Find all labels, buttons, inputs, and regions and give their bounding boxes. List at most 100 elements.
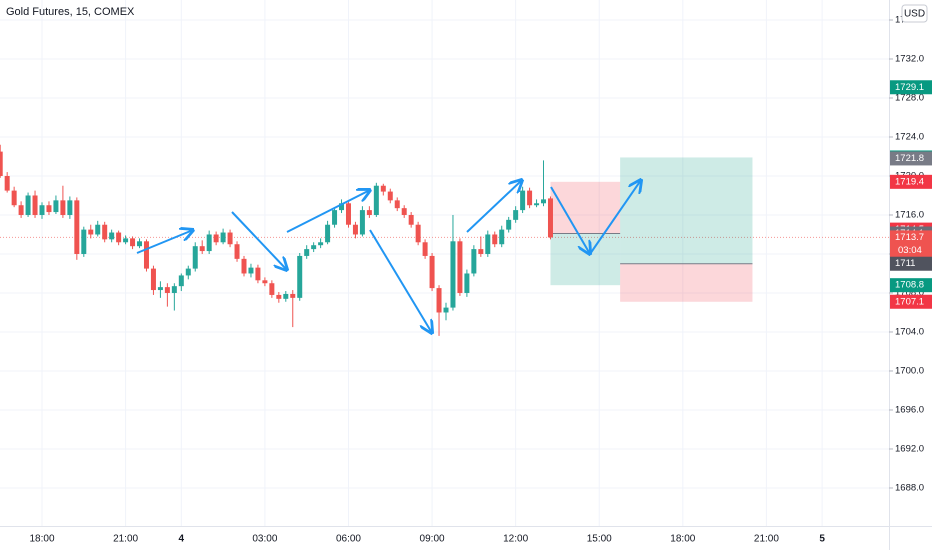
candle-body [457,241,463,293]
candle-body [116,232,122,243]
candle-body [366,210,372,215]
price-label-box [890,80,932,95]
x-tick-label: 15:00 [587,534,612,545]
candle-body [394,200,400,209]
grid [0,0,889,526]
candle-body [478,249,484,254]
candle-body [520,190,526,211]
x-tick-label: 21:00 [754,534,779,545]
candle-body [39,205,45,215]
candle-body [4,175,10,191]
x-tick-label: 4 [179,534,185,545]
candle-body [157,287,163,291]
candle-body [304,249,310,256]
candle-body [248,267,254,274]
arrow [286,190,370,233]
y-tick-label: 1696.0 [895,404,924,415]
candle-body [102,224,108,240]
y-tick-label: 1700.0 [895,365,924,376]
countdown: 03:04 [898,245,922,256]
x-tick-label: 18:00 [670,534,695,545]
candle-body [325,224,331,243]
price-label: 1721.8 [895,153,924,164]
candle-body [499,229,505,245]
candle-body [387,191,393,201]
candle-body [53,200,59,213]
candle-body [464,273,470,293]
x-tick-label: 09:00 [420,534,445,545]
candle-body [436,288,442,313]
candle-body [513,210,519,220]
candle-body [527,190,533,206]
candle-body [332,210,338,225]
y-tick-label: 1724.0 [895,131,924,142]
candle-body [74,200,80,254]
candle-body [171,286,177,293]
candle-body [130,238,136,247]
candle-body [401,208,407,215]
price-label: 1708.8 [895,280,924,291]
drawn-arrows [136,180,641,333]
x-tick-label: 21:00 [113,534,138,545]
candle-body [276,294,282,299]
candle-body [241,258,247,274]
candle-body [311,245,317,250]
currency-button[interactable] [901,4,928,23]
price-label-box [890,230,932,259]
stop-zone [620,263,753,302]
candle-body [318,242,324,246]
y-tick-label: 1728.0 [895,93,924,104]
candle-body [220,232,226,243]
candle-body [206,234,212,252]
candle-body [262,280,268,284]
candle-body [227,232,233,245]
arrow [589,180,641,255]
candle-body [25,195,31,215]
currency[interactable]: USD [904,9,925,20]
candle-body [46,205,52,213]
candle-body [283,293,289,299]
candle-body [339,203,345,211]
candle-body [415,224,421,243]
arrow [466,180,522,233]
x-tick-label: 5 [819,534,825,545]
candle-body [352,224,358,235]
candle-body [359,210,365,235]
candle-body [32,195,38,215]
candle-body [485,234,491,254]
candle-body [137,241,143,247]
candle-body [506,219,512,230]
y-tick-label: 1708.0 [895,287,924,298]
candle-body [380,185,386,192]
price-label: 1719.4 [895,176,924,187]
candle-body [213,234,219,243]
candle-body [471,249,477,274]
x-tick-label: 06:00 [336,534,361,545]
y-tick-label: 1732.0 [895,54,924,65]
candle-body [81,229,87,254]
price-label: 1707.1 [895,296,924,307]
candles [0,144,553,336]
candle-body [541,199,547,204]
candle-body [234,244,240,259]
candle-body [255,267,261,281]
arrow [231,211,287,270]
candle-body [67,200,73,215]
candle-body [450,241,456,308]
candle-body [192,246,198,269]
candle-body [0,151,3,176]
candle-body [422,242,428,256]
price-label: 1729.1 [895,82,924,93]
arrow [136,230,193,254]
price-label: 1711 [895,258,915,269]
candle-body [164,287,170,293]
candle-body [443,307,449,313]
candle-body [492,234,498,245]
y-tick-label: 1716.0 [895,209,924,220]
y-tick-label: 1692.0 [895,443,924,454]
candle-body [290,293,296,298]
price-label-box [890,174,932,189]
arrow [550,186,590,254]
candle-body [109,232,115,240]
